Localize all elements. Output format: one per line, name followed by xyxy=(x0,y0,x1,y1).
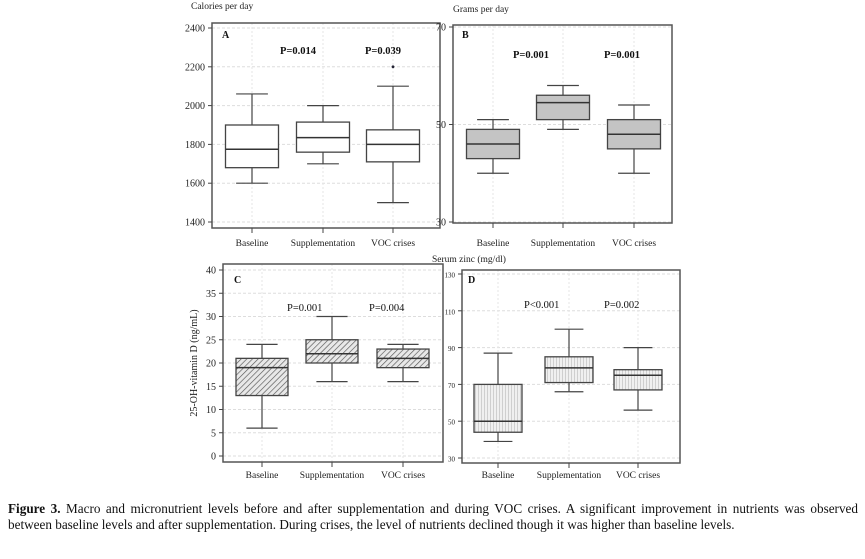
x-tick-label: Supplementation xyxy=(300,471,365,481)
figure: 1400 1600 1800 2000 2200 2400 Calories per day… xyxy=(185,2,681,481)
y-tick-label: 2400 xyxy=(185,24,205,35)
box-voc-crises xyxy=(606,104,662,174)
box-iqr xyxy=(365,129,421,163)
x-tick-label: Baseline xyxy=(482,471,515,481)
p-value-annotation: P=0.001 xyxy=(513,50,549,61)
y-tick-label: 25 xyxy=(206,335,216,346)
box-supplementation xyxy=(305,315,359,383)
x-tick-label: Baseline xyxy=(477,239,510,249)
panel-b: 30 50 70 Grams per day B P=0.001 P=0.001 Baseli… xyxy=(436,5,673,249)
panel-letter: B xyxy=(462,30,469,41)
y-tick-label: 20 xyxy=(206,359,216,370)
box-voc-crises xyxy=(613,347,663,411)
panel-letter: A xyxy=(222,30,230,41)
box-baseline xyxy=(235,343,289,429)
panel-letter: C xyxy=(234,275,241,286)
x-tick-label: Baseline xyxy=(236,239,269,249)
y-tick-label: 1800 xyxy=(185,140,205,151)
box-supplementation xyxy=(544,328,594,393)
figure-caption: Figure 3. Macro and micronutrient levels… xyxy=(8,501,858,533)
y-tick-label: 35 xyxy=(206,289,216,300)
x-tick-label: VOC crises xyxy=(612,239,656,249)
x-tick-label: Baseline xyxy=(246,471,279,481)
box-iqr xyxy=(305,339,359,364)
x-tick-label: VOC crises xyxy=(381,471,425,481)
p-value-annotation: P=0.002 xyxy=(604,300,639,311)
x-tick-label: VOC crises xyxy=(371,239,415,249)
y-tick-label: 110 xyxy=(445,308,456,316)
box-voc-crises xyxy=(365,65,421,204)
y-tick-label: 70 xyxy=(436,23,446,34)
box-iqr xyxy=(473,383,523,433)
p-value-annotation: P=0.001 xyxy=(604,50,640,61)
box-iqr xyxy=(613,369,663,391)
box-supplementation xyxy=(295,104,351,165)
panel-c: 0 5 10 15 20 25 30 35 40 25-OH-vitamin D (ng/mL) C… xyxy=(189,263,444,481)
y-tick-label: 5 xyxy=(211,428,216,439)
y-tick-label: 130 xyxy=(445,272,456,280)
p-value-annotation: P=0.014 xyxy=(280,46,317,57)
box-baseline xyxy=(224,93,280,184)
panel-d: 30 50 70 90 110 130 Serum zinc (mg/dl) D P<0.001… xyxy=(432,254,681,481)
box-supplementation xyxy=(535,84,591,130)
box-voc-crises xyxy=(376,343,430,383)
panel-a: 1400 1600 1800 2000 2200 2400 Calories per day… xyxy=(185,2,441,249)
y-tick-label: 2000 xyxy=(185,101,205,112)
y-axis-label: Grams per day xyxy=(453,5,509,15)
panel-letter: D xyxy=(468,275,475,286)
y-tick-label: 50 xyxy=(436,120,446,131)
box-baseline xyxy=(465,119,521,174)
y-tick-label: 15 xyxy=(206,382,216,393)
box-iqr xyxy=(224,124,280,169)
outlier-point xyxy=(391,65,395,69)
y-tick-label: 2200 xyxy=(185,62,205,73)
y-tick-label: 30 xyxy=(448,456,456,464)
y-tick-label: 10 xyxy=(206,405,216,416)
box-baseline xyxy=(473,352,523,443)
y-tick-label: 30 xyxy=(206,312,216,323)
p-value-annotation: P=0.039 xyxy=(365,46,401,57)
y-axis-label: 25-OH-vitamin D (ng/mL) xyxy=(189,309,200,416)
x-tick-label: Supplementation xyxy=(291,239,356,249)
y-axis-label: Serum zinc (mg/dl) xyxy=(432,254,506,265)
caption-text: Macro and micronutrient levels before an… xyxy=(8,501,858,532)
p-value-annotation: P=0.004 xyxy=(369,303,405,314)
y-tick-label: 1600 xyxy=(185,179,205,190)
y-tick-label: 90 xyxy=(448,345,456,353)
box-iqr xyxy=(544,356,594,384)
x-tick-label: Supplementation xyxy=(537,471,602,481)
y-axis-label: Calories per day xyxy=(191,2,254,12)
x-tick-label: VOC crises xyxy=(616,471,660,481)
box-iqr xyxy=(235,357,289,397)
y-tick-label: 30 xyxy=(436,218,446,229)
plot-frame xyxy=(461,269,681,464)
y-tick-label: 1400 xyxy=(185,218,205,229)
y-tick-label: 40 xyxy=(206,266,216,277)
box-iqr xyxy=(535,94,591,121)
x-tick-label: Supplementation xyxy=(531,239,596,249)
y-tick-label: 70 xyxy=(448,382,456,390)
p-value-annotation: P=0.001 xyxy=(287,303,322,314)
y-tick-label: 0 xyxy=(211,452,216,463)
y-tick-label: 50 xyxy=(448,419,456,427)
p-value-annotation: P<0.001 xyxy=(524,300,559,311)
plot-frame xyxy=(211,22,441,229)
caption-label: Figure 3. xyxy=(8,501,61,516)
